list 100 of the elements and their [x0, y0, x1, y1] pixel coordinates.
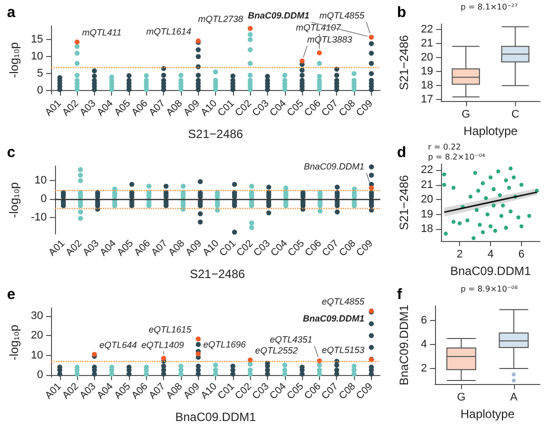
y-tick-label: 10 — [34, 174, 47, 187]
y-tick-label: 19 — [420, 208, 434, 220]
annotation: BnaC09.DDM1 — [302, 313, 364, 324]
annotation: mQTL2738 — [198, 14, 244, 24]
y-tick-label: -10 — [30, 211, 47, 224]
x-tick-label: G — [462, 108, 470, 121]
x-tick-label: C — [511, 108, 520, 121]
point — [493, 228, 498, 233]
point — [496, 169, 500, 174]
y-tick-label: 10 — [30, 349, 44, 362]
annotation: eQTL4855 — [322, 296, 366, 306]
point — [468, 194, 472, 199]
y-tick-label: 21 — [420, 178, 434, 191]
x-tick-label: C02 — [233, 98, 254, 119]
y-tick-label: 30 — [30, 310, 44, 322]
x-tick-label: C07 — [320, 380, 341, 402]
y-tick-label: 0 — [40, 193, 47, 206]
y-tick-label: 0 — [37, 84, 44, 97]
point — [452, 220, 456, 224]
point — [500, 204, 505, 208]
annotation: BnaC09.DDM1 — [248, 10, 310, 21]
point — [488, 224, 493, 228]
y-tick-label: 21 — [420, 38, 434, 50]
point — [480, 181, 485, 186]
point — [473, 170, 478, 175]
x-axis-title: S21−2486 — [190, 267, 246, 281]
y-axis-title: -log₁₀p — [7, 324, 21, 360]
chart-title: f — [397, 286, 403, 303]
annotation: mQTL411 — [82, 27, 122, 38]
y-tick-label: 20 — [420, 52, 434, 64]
y-tick-label: 10 — [30, 50, 44, 63]
x-tick-label: C09 — [354, 380, 376, 402]
point — [444, 232, 448, 236]
point — [498, 193, 502, 198]
x-axis-title: BnaC09.DDM1 — [450, 264, 532, 278]
point — [442, 172, 446, 176]
point — [527, 214, 532, 218]
x-tick-label: C02 — [233, 380, 254, 402]
chart-title: e — [7, 286, 16, 303]
text: r = 0.22 — [428, 142, 461, 152]
y-tick-label: 15 — [30, 34, 44, 46]
y-tick-label: 6 — [420, 314, 428, 326]
text: p = 8.9×10⁻⁰⁸ — [460, 284, 518, 294]
point — [442, 182, 446, 187]
y-tick-label: 19 — [420, 66, 434, 78]
x-axis-title: Haplotype — [464, 124, 518, 138]
point — [478, 222, 482, 227]
y-tick-label: 22 — [420, 164, 434, 176]
y-tick-label: 18 — [420, 80, 434, 92]
point — [516, 215, 520, 220]
point — [452, 186, 456, 190]
x-tick-label: C07 — [320, 98, 341, 119]
y-tick-label: 20 — [420, 194, 434, 206]
x-tick-label: 2 — [456, 248, 463, 261]
x-tick-label: C09 — [354, 238, 376, 259]
point — [508, 209, 513, 214]
y-tick-label: 17 — [420, 94, 434, 106]
x-tick-label: 6 — [518, 248, 525, 261]
point — [519, 182, 524, 187]
point — [492, 187, 496, 192]
chart-title: a — [7, 4, 16, 21]
annotation: eQTL5153 — [322, 345, 364, 356]
point — [508, 166, 513, 170]
annotation: eQTL1409 — [141, 340, 184, 350]
point — [512, 175, 516, 180]
x-tick-label: C09 — [354, 98, 376, 119]
annotation: eQTL2552 — [255, 346, 298, 356]
point — [476, 188, 480, 193]
chart-title: d — [397, 144, 406, 161]
text: p = 8.1×10⁻²⁷ — [460, 2, 518, 12]
y-tick-label: 5 — [37, 68, 44, 80]
y-tick-label: 4 — [420, 338, 428, 350]
x-axis-title: Haplotype — [460, 407, 515, 421]
x-tick-label: G — [456, 392, 466, 404]
y-tick-label: 22 — [420, 24, 434, 36]
y-axis-title: S21−2486 — [397, 174, 411, 230]
point — [485, 212, 490, 216]
point — [484, 196, 488, 200]
point — [492, 204, 496, 208]
point — [488, 175, 493, 180]
point — [499, 214, 504, 218]
point — [472, 236, 476, 240]
annotation: eQTL1615 — [148, 324, 192, 334]
point — [474, 208, 479, 212]
y-tick-label: 18 — [420, 223, 434, 236]
point — [465, 218, 470, 222]
point — [507, 186, 512, 190]
x-tick-label: A — [510, 392, 518, 404]
point — [519, 224, 524, 228]
annotation: eQTL4351 — [270, 334, 312, 344]
annotation: mQTL1614 — [146, 26, 192, 36]
x-tick-label: 4 — [488, 248, 494, 261]
annotation: eQTL1696 — [203, 339, 246, 350]
y-tick-label: 20 — [30, 330, 44, 342]
chart-title: c — [7, 144, 16, 161]
point — [504, 178, 508, 182]
point — [480, 230, 485, 234]
y-axis-title: -log₁₀p — [7, 182, 21, 218]
text: p = 8.2×10⁻⁰⁴ — [428, 152, 486, 162]
x-axis-title: S21−2486 — [188, 127, 244, 141]
